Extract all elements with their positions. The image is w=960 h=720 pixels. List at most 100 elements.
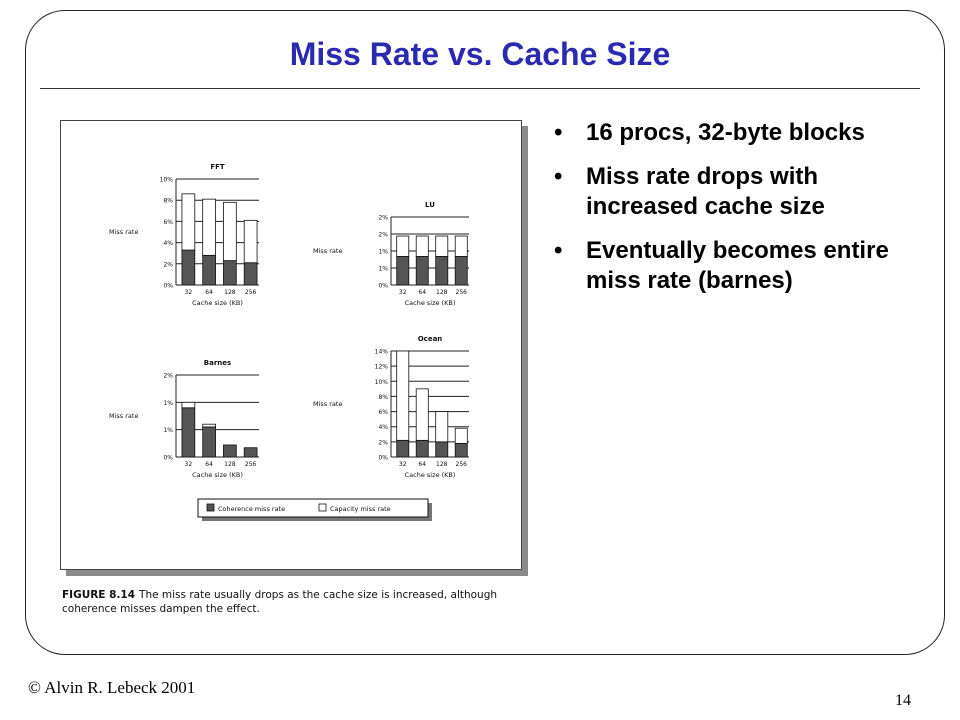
chart-ocean: Ocean 0% 2% 4% 6% 8% 10% 12% 14% Miss rate 32 64 128… bbox=[313, 335, 469, 479]
y-tick-label: 1% bbox=[163, 427, 173, 434]
bar-capacity bbox=[202, 198, 216, 256]
chart-title: Ocean bbox=[418, 335, 443, 343]
x-tick-label: 64 bbox=[205, 461, 213, 468]
copyright-footer: © Alvin R. Lebeck 2001 bbox=[28, 678, 196, 697]
bullet-item: • Miss rate drops with increased cache si… bbox=[552, 162, 932, 222]
bar-capacity bbox=[223, 201, 237, 262]
x-tick-label: 64 bbox=[205, 289, 213, 296]
bar-coherence bbox=[223, 444, 237, 458]
chart-title: Barnes bbox=[204, 359, 231, 367]
y-tick-label: 10% bbox=[375, 379, 389, 386]
y-tick-label: 8% bbox=[378, 394, 388, 401]
legend-label-coherence: Coherence miss rate bbox=[218, 505, 285, 513]
bar-coherence bbox=[454, 442, 468, 458]
y-tick-label: 14% bbox=[375, 349, 389, 356]
y-tick-label: 8% bbox=[163, 198, 173, 205]
x-axis-label: Cache size (KB) bbox=[192, 299, 243, 307]
y-tick-label: 2% bbox=[378, 232, 388, 239]
chart-title: FFT bbox=[210, 163, 225, 171]
bullet-item: • Eventually becomes entire miss rate (ba… bbox=[552, 236, 932, 296]
x-tick-label: 64 bbox=[418, 461, 426, 468]
x-axis-label: Cache size (KB) bbox=[405, 471, 456, 479]
bullet-dot: • bbox=[554, 237, 563, 264]
page-number: 14 bbox=[895, 692, 911, 709]
slide-title: Miss Rate vs. Cache Size bbox=[289, 36, 671, 72]
y-tick-label: 0% bbox=[163, 283, 173, 290]
y-tick-label: 12% bbox=[375, 364, 389, 371]
legend: Coherence miss rate Capacity miss rate bbox=[197, 498, 432, 521]
bullet-list: • 16 procs, 32-byte blocks • Miss rate dro… bbox=[552, 118, 932, 310]
bar-capacity bbox=[181, 401, 196, 409]
y-tick-label: 1% bbox=[163, 400, 173, 407]
y-tick-label: 6% bbox=[378, 409, 388, 416]
caption-label: FIGURE 8.14 bbox=[62, 589, 136, 601]
y-tick-label: 4% bbox=[378, 424, 388, 431]
legend-swatch-coherence bbox=[206, 503, 215, 512]
y-tick-label: 6% bbox=[163, 219, 173, 226]
bar-capacity bbox=[415, 235, 429, 257]
bar-coherence bbox=[396, 439, 410, 458]
y-axis-label: Miss rate bbox=[313, 400, 342, 408]
bar-coherence bbox=[454, 256, 468, 286]
chart-title: LU bbox=[425, 201, 435, 209]
bullet-dot: • bbox=[554, 119, 563, 146]
bullet-dot: • bbox=[554, 163, 563, 190]
figure-caption: FIGURE 8.14 The miss rate usually drops a… bbox=[62, 588, 532, 616]
bar-capacity bbox=[435, 411, 449, 443]
y-tick-label: 2% bbox=[378, 215, 388, 222]
title-rule bbox=[40, 88, 920, 89]
slide-frame bbox=[25, 10, 945, 655]
x-tick-label: 256 bbox=[456, 461, 468, 468]
bar-capacity bbox=[454, 235, 468, 257]
x-tick-label: 32 bbox=[399, 461, 407, 468]
x-tick-label: 32 bbox=[185, 289, 193, 296]
x-tick-label: 32 bbox=[185, 461, 193, 468]
bar-capacity bbox=[454, 427, 468, 444]
y-axis-label: Miss rate bbox=[313, 247, 342, 255]
y-tick-label: 0% bbox=[378, 283, 388, 290]
x-tick-label: 128 bbox=[224, 461, 236, 468]
x-axis-label: Cache size (KB) bbox=[192, 471, 243, 479]
x-tick-label: 128 bbox=[436, 461, 448, 468]
y-tick-label: 2% bbox=[378, 439, 388, 446]
y-tick-label: 1% bbox=[378, 249, 388, 256]
bar-coherence bbox=[202, 426, 216, 458]
y-tick-label: 2% bbox=[163, 261, 173, 268]
x-tick-label: 128 bbox=[224, 289, 236, 296]
bar-capacity bbox=[181, 193, 196, 251]
y-tick-label: 2% bbox=[163, 373, 173, 380]
bar-capacity bbox=[243, 219, 258, 264]
bar-capacity bbox=[415, 388, 429, 441]
y-tick-label: 10% bbox=[160, 177, 174, 184]
y-tick-label: 0% bbox=[378, 455, 388, 462]
bullet-text: 16 procs, 32-byte blocks bbox=[586, 119, 865, 146]
y-tick-label: 4% bbox=[163, 240, 173, 247]
caption-text: The miss rate usually drops as the cache… bbox=[62, 589, 498, 615]
chart-fft: FFT 0% 2% 4% 6% 8% 10% Miss rate 32 64 128 256Cache… bbox=[109, 163, 259, 307]
bar-coherence bbox=[181, 249, 196, 286]
x-tick-label: 32 bbox=[399, 289, 407, 296]
legend-label-capacity: Capacity miss rate bbox=[330, 505, 391, 513]
bar-coherence bbox=[415, 256, 429, 286]
bar-coherence bbox=[223, 260, 237, 286]
y-axis-label: Miss rate bbox=[109, 228, 138, 236]
y-tick-label: 0% bbox=[163, 455, 173, 462]
bar-capacity bbox=[202, 423, 216, 428]
legend-box bbox=[197, 498, 429, 518]
legend-swatch-capacity bbox=[318, 503, 327, 512]
y-tick-label: 1% bbox=[378, 266, 388, 273]
bar-capacity bbox=[435, 235, 449, 257]
bar-coherence bbox=[243, 447, 258, 458]
bar-coherence bbox=[202, 254, 216, 286]
bar-coherence bbox=[181, 407, 196, 458]
bar-capacity bbox=[396, 350, 410, 441]
x-tick-label: 256 bbox=[456, 289, 468, 296]
bullet-text: Eventually becomes entire miss rate (bar… bbox=[586, 237, 889, 294]
x-tick-label: 256 bbox=[245, 289, 257, 296]
x-tick-label: 128 bbox=[436, 289, 448, 296]
bullet-text: Miss rate drops with increased cache siz… bbox=[586, 163, 825, 220]
x-tick-label: 256 bbox=[245, 461, 257, 468]
